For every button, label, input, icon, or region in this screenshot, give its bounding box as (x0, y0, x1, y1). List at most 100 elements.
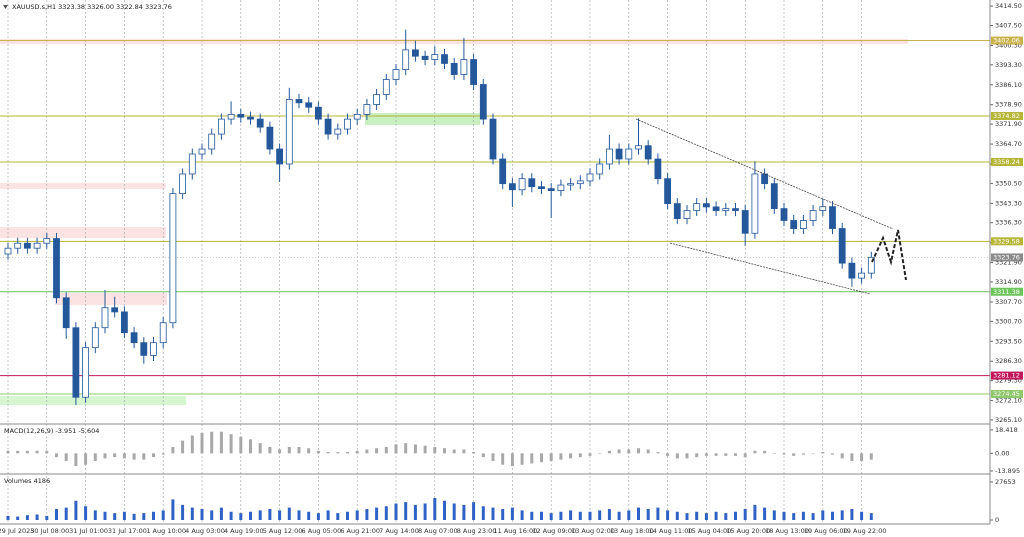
x-tick-label: 11 Aug 16:00 (493, 527, 537, 535)
x-tick-label: 13 Aug 18:00 (610, 527, 654, 535)
bar (326, 452, 330, 454)
bar (45, 450, 49, 454)
candle-body (790, 220, 798, 229)
bar (171, 499, 175, 520)
y-tick-label: 3350.50 (995, 179, 1022, 187)
y-tick-label: 3286.30 (995, 357, 1022, 365)
bar (258, 510, 262, 520)
chart-title: XAUUSD.s,H1 3323.38 3326.00 3322.84 3323… (12, 3, 172, 11)
x-tick-label: 31 Jul 17:00 (108, 527, 147, 535)
bar (35, 450, 39, 454)
candle-body (421, 55, 429, 60)
bar (394, 444, 398, 454)
level-label: 3374.82 (993, 112, 1020, 120)
bar (510, 507, 514, 520)
candle-body (567, 183, 574, 186)
bar (249, 439, 252, 454)
bar (714, 453, 718, 456)
bar (365, 449, 369, 454)
level-label: 3281.12 (993, 372, 1020, 380)
bar (792, 453, 796, 456)
candle-body (722, 208, 730, 211)
bar (249, 511, 252, 520)
bar (588, 511, 592, 520)
bar (55, 453, 58, 458)
candle-body (111, 307, 119, 313)
bar (443, 448, 446, 454)
candle-body (121, 311, 128, 334)
candle-body (479, 84, 487, 120)
level-label-bg (991, 237, 1023, 246)
bar (501, 509, 505, 520)
candle-body (635, 145, 642, 150)
candle-body (266, 126, 274, 150)
candle-body (159, 322, 167, 344)
level-label-bg (991, 36, 1023, 45)
y-tick-label: 3321.90 (995, 259, 1022, 267)
bar (472, 452, 476, 454)
candle-body (276, 148, 284, 165)
candle-body (586, 173, 594, 182)
x-tick-label: 5 Aug 12:00 (263, 527, 303, 535)
bar (326, 510, 330, 520)
candle-body (324, 118, 332, 135)
bar (598, 510, 602, 520)
bar (685, 513, 689, 520)
candle-body (217, 118, 225, 135)
y-tick-label: 27653 (995, 478, 1016, 486)
bar (278, 449, 282, 454)
candle-body (14, 242, 22, 249)
collapse-icon[interactable] (3, 5, 8, 9)
bar (229, 434, 233, 454)
candle-body (314, 106, 322, 120)
bar (520, 510, 524, 520)
y-tick-label: 0.00 (995, 449, 1009, 457)
bar (142, 513, 146, 520)
bar (617, 511, 621, 520)
candle-body (188, 153, 196, 175)
level-label: 3329.58 (993, 237, 1020, 245)
bar (627, 449, 631, 454)
candle-body (344, 118, 351, 130)
bar (772, 453, 776, 454)
bar (869, 453, 873, 460)
y-tick-label: 3371.90 (995, 120, 1022, 128)
x-tick-label: 8 Aug 07:00 (418, 527, 458, 535)
bar (132, 513, 136, 520)
candle-body (606, 148, 613, 165)
last-price-label: 3323.76 (993, 253, 1020, 261)
bar (860, 511, 864, 520)
bar (637, 507, 640, 520)
x-tick-label: 19 Aug 06:00 (804, 527, 848, 535)
bar (287, 446, 291, 454)
x-tick-label: 18 Aug 13:00 (765, 527, 809, 535)
candle-body (518, 178, 526, 191)
candle-body (703, 203, 710, 208)
bar (821, 510, 825, 520)
candle-body (625, 148, 633, 160)
candle-body (450, 63, 458, 75)
bar (520, 453, 524, 465)
candle-body (4, 247, 12, 255)
bar (801, 511, 805, 520)
bar (336, 452, 340, 454)
bar (55, 509, 58, 520)
x-tick-label: 8 Aug 23:00 (457, 527, 497, 535)
candle-body (829, 206, 836, 229)
y-tick-label: 0 (995, 516, 999, 524)
candle-body (547, 188, 555, 191)
candle-body (538, 186, 545, 190)
y-tick-label: 3378.90 (995, 101, 1022, 109)
bar (850, 453, 854, 461)
x-tick-label: 4 Aug 19:00 (224, 527, 264, 535)
candle-body (227, 114, 235, 120)
bar (540, 453, 543, 463)
candle-body (499, 158, 507, 185)
resistance-zone (0, 39, 908, 44)
bar (578, 511, 582, 520)
bar (404, 502, 408, 520)
candle-body (402, 49, 410, 70)
level-label: 3274.45 (993, 390, 1020, 398)
bar (743, 509, 747, 520)
